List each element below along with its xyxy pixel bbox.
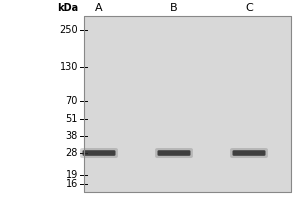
Text: kDa: kDa <box>57 3 78 13</box>
Text: C: C <box>245 3 253 13</box>
Text: 130: 130 <box>60 62 78 72</box>
Text: A: A <box>95 3 103 13</box>
Text: 250: 250 <box>59 25 78 35</box>
Text: 70: 70 <box>66 96 78 106</box>
Text: 19: 19 <box>66 170 78 180</box>
Text: 38: 38 <box>66 131 78 141</box>
Text: 51: 51 <box>66 114 78 124</box>
Text: 28: 28 <box>66 148 78 158</box>
Text: 16: 16 <box>66 179 78 189</box>
Text: B: B <box>170 3 178 13</box>
